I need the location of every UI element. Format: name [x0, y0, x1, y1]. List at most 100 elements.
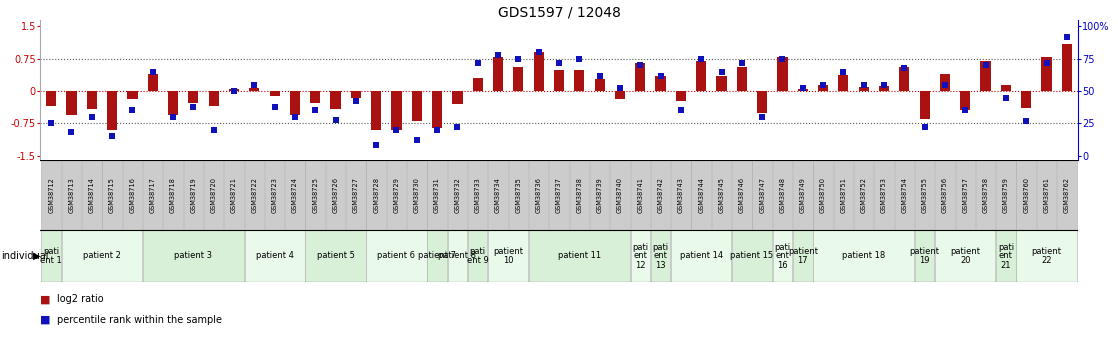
Text: GSM38745: GSM38745	[719, 177, 724, 213]
Point	[814, 82, 832, 87]
Bar	[168, 91, 178, 115]
Point	[164, 114, 182, 120]
Bar	[468, 160, 487, 230]
Bar	[432, 91, 443, 128]
Bar	[935, 160, 955, 230]
Point	[712, 69, 730, 75]
Text: pati
ent 1: pati ent 1	[40, 247, 61, 265]
Bar	[41, 230, 60, 282]
Bar	[391, 91, 401, 130]
Bar	[935, 230, 995, 282]
Bar	[66, 91, 76, 115]
Point	[326, 117, 344, 122]
Text: patient
22: patient 22	[1032, 247, 1061, 265]
Text: pati
ent
21: pati ent 21	[998, 243, 1014, 269]
Point	[550, 60, 568, 66]
Point	[590, 73, 608, 78]
Bar	[671, 230, 731, 282]
Point	[123, 108, 141, 113]
Bar	[996, 160, 1015, 230]
Text: GSM38739: GSM38739	[597, 177, 603, 213]
Bar	[793, 230, 813, 282]
Bar	[553, 70, 565, 91]
Bar	[595, 79, 605, 91]
Bar	[773, 230, 793, 282]
Bar	[1021, 91, 1031, 108]
Bar	[533, 52, 543, 91]
Point	[896, 65, 913, 71]
Text: GSM38761: GSM38761	[1043, 177, 1050, 213]
Point	[83, 114, 101, 120]
Point	[612, 86, 629, 91]
Bar	[879, 86, 889, 91]
Point	[733, 60, 751, 66]
Text: patient 11: patient 11	[558, 252, 600, 260]
Bar	[371, 91, 381, 130]
Text: GSM38720: GSM38720	[210, 177, 217, 213]
Text: GSM38759: GSM38759	[1003, 177, 1008, 213]
Bar	[473, 78, 483, 91]
Bar	[61, 230, 142, 282]
Text: pati
ent
13: pati ent 13	[653, 243, 669, 269]
Point	[692, 56, 710, 61]
Text: ■: ■	[40, 315, 50, 325]
Bar	[651, 160, 671, 230]
Bar	[103, 160, 122, 230]
Point	[205, 127, 222, 132]
Point	[468, 60, 486, 66]
Bar	[752, 160, 771, 230]
Bar	[61, 160, 82, 230]
Point	[774, 56, 792, 61]
Text: GSM38755: GSM38755	[921, 177, 928, 213]
Bar	[468, 230, 487, 282]
Bar	[225, 160, 244, 230]
Text: patient
19: patient 19	[910, 247, 939, 265]
Point	[266, 104, 284, 109]
Text: pati
ent
16: pati ent 16	[775, 243, 790, 269]
Text: GSM38733: GSM38733	[475, 177, 481, 213]
Bar	[453, 91, 463, 104]
Bar	[127, 91, 138, 99]
Bar	[675, 91, 686, 100]
Bar	[773, 160, 793, 230]
Point	[347, 99, 364, 104]
Bar	[529, 160, 549, 230]
Point	[408, 137, 426, 143]
Bar	[1062, 44, 1072, 91]
Bar	[737, 67, 747, 91]
Bar	[123, 160, 142, 230]
Bar	[732, 230, 771, 282]
Text: GSM38757: GSM38757	[963, 177, 968, 213]
Point	[916, 125, 934, 130]
Text: GSM38724: GSM38724	[292, 177, 297, 213]
Text: patient 15: patient 15	[730, 252, 774, 260]
Text: GSM38751: GSM38751	[841, 177, 846, 213]
Bar	[489, 230, 528, 282]
Bar	[1036, 160, 1057, 230]
Text: GSM38718: GSM38718	[170, 177, 176, 213]
Text: GSM38717: GSM38717	[150, 177, 155, 213]
Bar	[493, 57, 503, 91]
Bar	[41, 160, 60, 230]
Text: ▶: ▶	[34, 251, 40, 261]
Bar	[245, 230, 305, 282]
Text: GSM38746: GSM38746	[739, 177, 745, 213]
Text: GSM38725: GSM38725	[312, 177, 319, 213]
Bar	[407, 160, 427, 230]
Bar	[183, 160, 203, 230]
Bar	[960, 91, 970, 110]
Text: pati
ent
12: pati ent 12	[632, 243, 648, 269]
Text: ■: ■	[40, 294, 50, 304]
Text: patient 7: patient 7	[418, 252, 456, 260]
Text: log2 ratio: log2 ratio	[57, 294, 103, 304]
Bar	[285, 160, 305, 230]
Bar	[838, 75, 849, 91]
Text: patient
10: patient 10	[493, 247, 523, 265]
Text: percentile rank within the sample: percentile rank within the sample	[57, 315, 221, 325]
Bar	[249, 88, 259, 91]
Point	[489, 52, 506, 58]
Text: GSM38762: GSM38762	[1064, 177, 1070, 213]
Point	[997, 95, 1015, 100]
Point	[63, 130, 80, 135]
Point	[428, 127, 446, 132]
